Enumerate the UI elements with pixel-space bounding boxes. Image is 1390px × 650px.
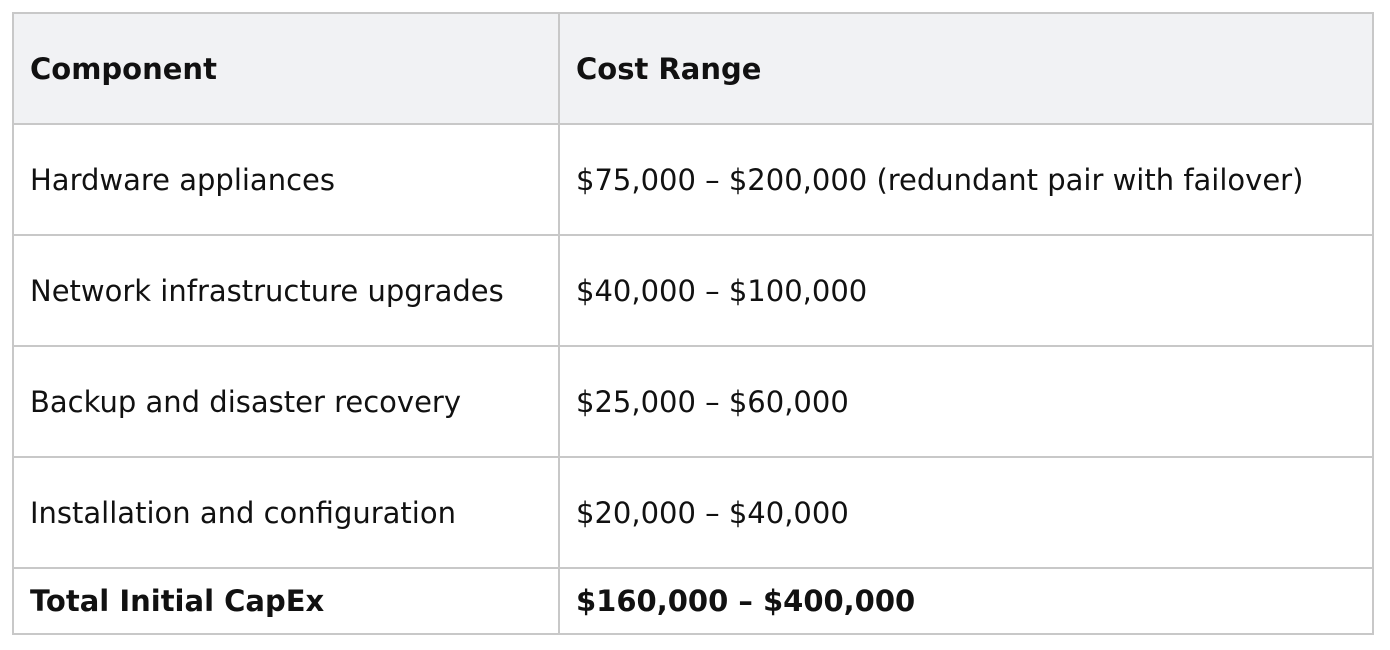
header-component: Component [12,12,560,125]
table-body: Hardware appliances $75,000 – $200,000 (… [12,123,1374,635]
cost-table: Component Cost Range Hardware appliances… [12,12,1374,635]
cost-range-cell: $75,000 – $200,000 (redundant pair with … [558,123,1374,236]
component-cell: Network infrastructure upgrades [12,234,560,347]
cost-range-cell: $40,000 – $100,000 [558,234,1374,347]
table-header: Component Cost Range [12,12,1374,125]
total-label: Total Initial CapEx [12,567,560,635]
component-cell: Hardware appliances [12,123,560,236]
table-row: Installation and configuration $20,000 –… [12,456,1374,569]
table-row: Network infrastructure upgrades $40,000 … [12,234,1374,347]
component-cell: Backup and disaster recovery [12,345,560,458]
header-row: Component Cost Range [12,12,1374,125]
table-row: Hardware appliances $75,000 – $200,000 (… [12,123,1374,236]
cost-range-cell: $25,000 – $60,000 [558,345,1374,458]
table-row: Backup and disaster recovery $25,000 – $… [12,345,1374,458]
cost-range-cell: $20,000 – $40,000 [558,456,1374,569]
total-value: $160,000 – $400,000 [558,567,1374,635]
header-cost-range: Cost Range [558,12,1374,125]
total-row: Total Initial CapEx $160,000 – $400,000 [12,567,1374,635]
component-cell: Installation and configuration [12,456,560,569]
